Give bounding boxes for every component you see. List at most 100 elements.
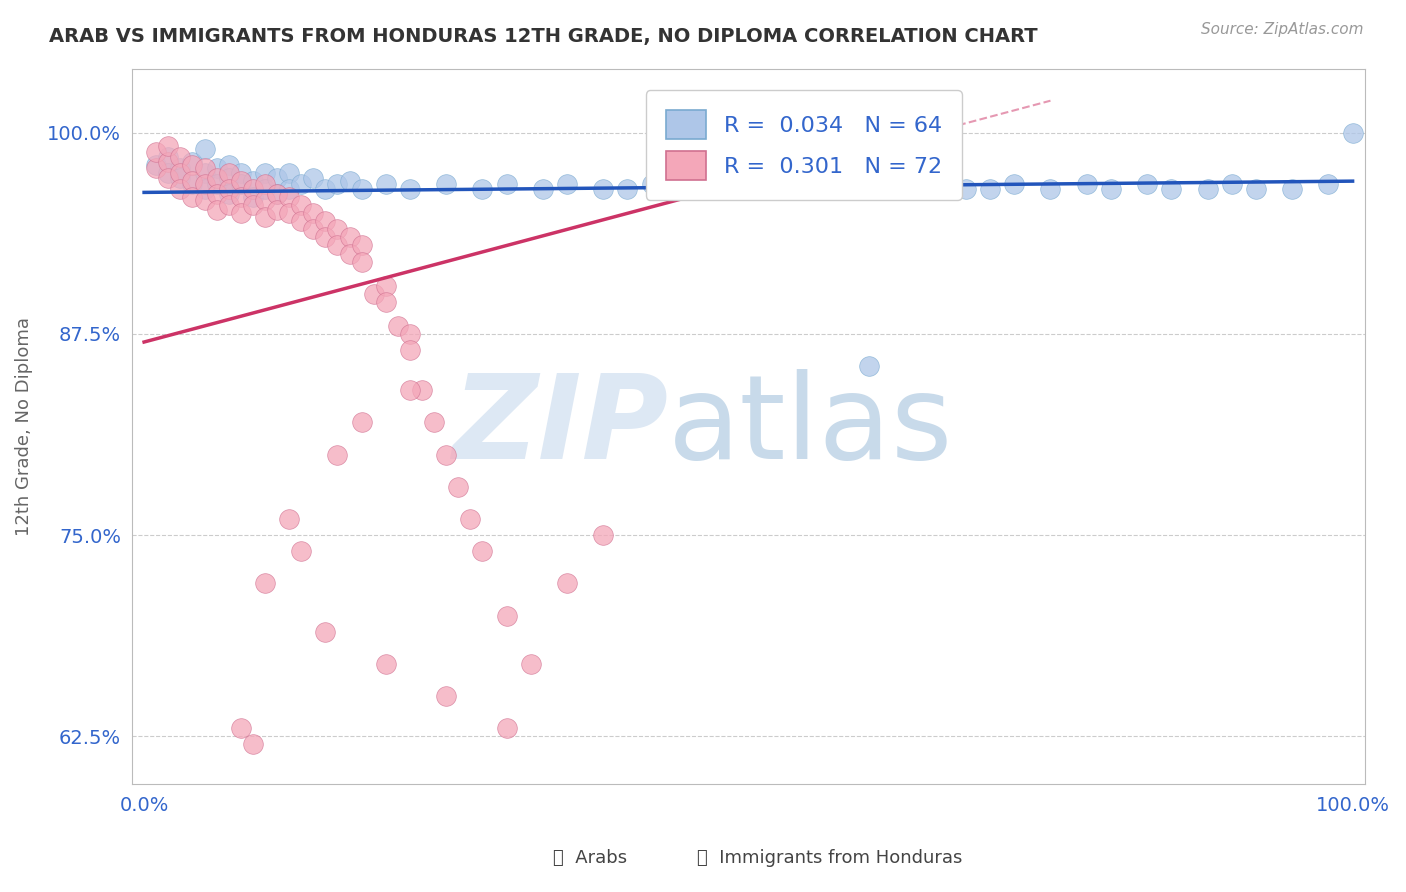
Text: ZIP: ZIP: [453, 369, 668, 484]
Point: [193, 178, 215, 192]
Point: [242, 198, 264, 212]
Point: [302, 170, 325, 185]
Point: [205, 161, 228, 176]
Point: [616, 182, 638, 196]
Point: [495, 608, 517, 623]
Point: [374, 294, 396, 309]
Point: [592, 528, 614, 542]
Point: [374, 657, 396, 671]
Point: [676, 182, 699, 196]
Point: [918, 178, 941, 192]
Point: [434, 689, 457, 703]
Point: [205, 186, 228, 201]
Point: [266, 186, 288, 201]
Point: [169, 170, 191, 185]
Point: [339, 246, 361, 260]
Point: [290, 178, 312, 192]
Point: [302, 206, 325, 220]
Point: [1002, 178, 1025, 192]
Point: [495, 178, 517, 192]
Point: [218, 158, 240, 172]
Point: [218, 182, 240, 196]
Text: ⬜  Arabs: ⬜ Arabs: [554, 849, 627, 867]
Point: [761, 182, 783, 196]
Point: [278, 190, 301, 204]
Point: [181, 174, 204, 188]
Point: [350, 238, 373, 252]
Point: [302, 222, 325, 236]
Point: [350, 416, 373, 430]
Point: [737, 182, 759, 196]
Point: [411, 384, 433, 398]
Point: [145, 145, 167, 160]
Point: [495, 721, 517, 735]
Point: [169, 166, 191, 180]
Text: atlas: atlas: [668, 369, 953, 484]
Point: [399, 384, 422, 398]
Point: [193, 166, 215, 180]
Point: [229, 166, 252, 180]
Point: [1136, 178, 1159, 192]
Point: [460, 512, 482, 526]
Point: [1076, 178, 1098, 192]
Point: [169, 161, 191, 176]
Point: [423, 416, 446, 430]
Point: [326, 222, 349, 236]
Point: [253, 576, 276, 591]
Point: [858, 359, 880, 373]
Point: [205, 203, 228, 218]
Point: [555, 576, 578, 591]
Point: [278, 206, 301, 220]
Point: [314, 230, 336, 244]
Point: [229, 206, 252, 220]
Point: [713, 178, 735, 192]
Point: [278, 512, 301, 526]
Point: [339, 230, 361, 244]
Point: [1039, 182, 1062, 196]
Point: [229, 721, 252, 735]
Point: [229, 174, 252, 188]
Point: [157, 150, 180, 164]
Point: [1244, 182, 1267, 196]
Point: [471, 544, 494, 558]
Point: [181, 178, 204, 192]
Y-axis label: 12th Grade, No Diploma: 12th Grade, No Diploma: [15, 317, 32, 536]
Point: [145, 158, 167, 172]
Point: [181, 190, 204, 204]
Legend: R =  0.034   N = 64, R =  0.301   N = 72: R = 0.034 N = 64, R = 0.301 N = 72: [645, 90, 962, 200]
Point: [218, 166, 240, 180]
Point: [326, 448, 349, 462]
Point: [1317, 178, 1340, 192]
Point: [266, 186, 288, 201]
Point: [834, 178, 856, 192]
Point: [882, 182, 904, 196]
Point: [350, 182, 373, 196]
Text: ⬜  Immigrants from Honduras: ⬜ Immigrants from Honduras: [697, 849, 962, 867]
Point: [193, 182, 215, 196]
Point: [157, 138, 180, 153]
Point: [278, 182, 301, 196]
Point: [434, 178, 457, 192]
Point: [471, 182, 494, 196]
Point: [169, 150, 191, 164]
Point: [145, 161, 167, 176]
Point: [387, 318, 409, 333]
Point: [193, 142, 215, 156]
Point: [1341, 126, 1364, 140]
Point: [218, 170, 240, 185]
Point: [640, 178, 662, 192]
Point: [253, 194, 276, 208]
Point: [314, 624, 336, 639]
Point: [434, 448, 457, 462]
Point: [1281, 182, 1303, 196]
Point: [193, 161, 215, 176]
Point: [242, 190, 264, 204]
Point: [326, 178, 349, 192]
Point: [205, 170, 228, 185]
Point: [181, 158, 204, 172]
Point: [399, 182, 422, 196]
Point: [266, 203, 288, 218]
Point: [592, 182, 614, 196]
Point: [266, 170, 288, 185]
Point: [157, 170, 180, 185]
